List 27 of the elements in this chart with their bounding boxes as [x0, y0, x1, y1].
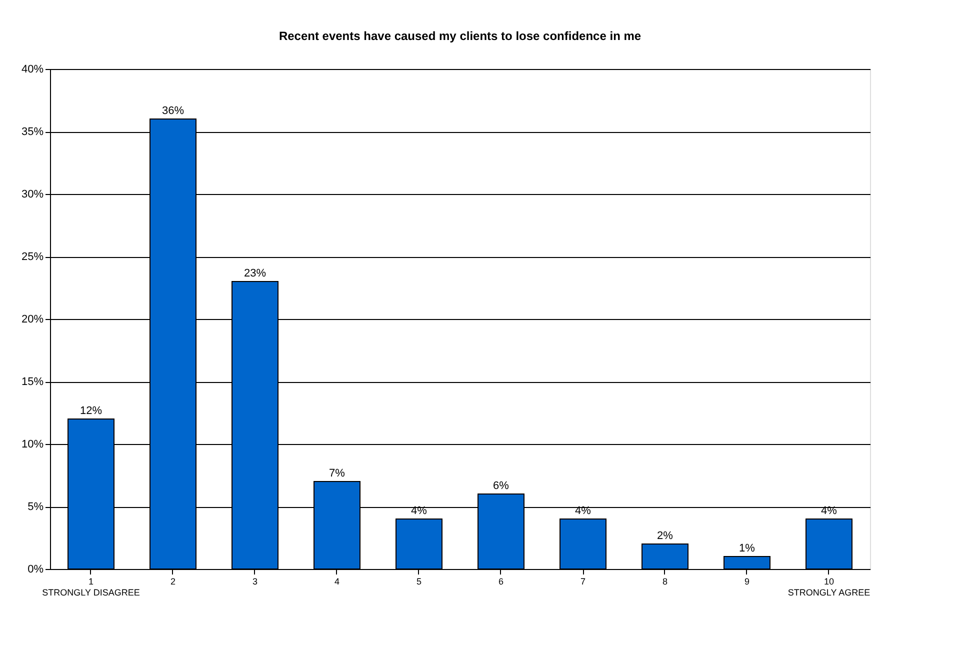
x-tick-label: 10 STRONGLY AGREE	[788, 576, 870, 598]
data-label: 6%	[493, 480, 510, 492]
data-label: 1%	[739, 542, 756, 554]
y-tick-label: 5%	[28, 501, 44, 513]
y-tick-label: 30%	[21, 188, 44, 200]
y-tick-label: 15%	[21, 376, 44, 388]
y-tick-label: 35%	[21, 126, 44, 138]
data-label: 36%	[162, 105, 184, 117]
y-tick-label: 0%	[28, 564, 44, 576]
data-label: 23%	[244, 268, 266, 280]
x-tick-label: 2	[170, 576, 176, 586]
y-tick-label: 25%	[21, 251, 44, 263]
data-label: 2%	[657, 530, 674, 542]
x-tick-label: 4	[334, 576, 340, 586]
x-tick-label: 8	[662, 576, 668, 586]
x-tick-label: 1 STRONGLY DISAGREE	[42, 576, 140, 598]
y-tick-label: 10%	[21, 438, 44, 450]
x-tick-label: 6	[498, 576, 504, 586]
data-label: 7%	[329, 468, 346, 480]
data-label: 12%	[80, 405, 102, 417]
y-tick-label: 20%	[21, 314, 44, 326]
x-tick-label: 3	[252, 576, 258, 586]
chart-title: Recent events have caused my clients to lose confidence in me	[278, 29, 642, 43]
x-tick-label: 9	[744, 576, 750, 586]
x-tick-label: 5	[416, 576, 422, 586]
y-tick-label: 40%	[21, 64, 44, 76]
x-tick-label: 7	[580, 576, 586, 586]
